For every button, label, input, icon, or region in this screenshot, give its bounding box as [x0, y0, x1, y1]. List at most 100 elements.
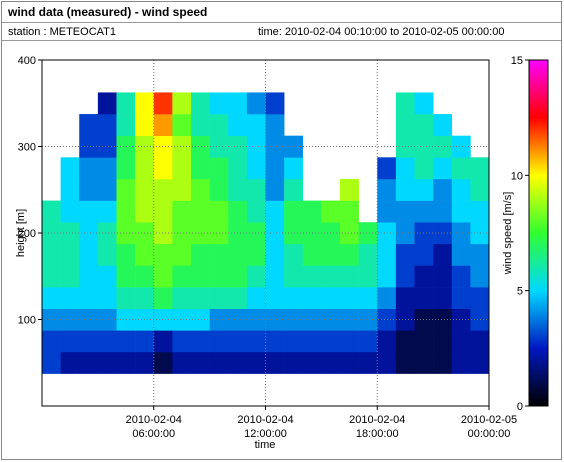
- heat-cell: [209, 243, 229, 266]
- heat-cell: [246, 92, 266, 115]
- heat-cell: [172, 92, 192, 115]
- heat-cell: [228, 351, 248, 374]
- heat-cell: [377, 243, 397, 266]
- heat-cell: [153, 157, 173, 180]
- heat-cell: [414, 243, 434, 266]
- heat-cell: [358, 287, 378, 309]
- heat-cell: [433, 178, 453, 201]
- heat-cell: [42, 330, 61, 353]
- heat-cell: [395, 351, 415, 374]
- heat-cell: [377, 308, 397, 331]
- heat-cell: [97, 178, 117, 201]
- heat-cell: [172, 243, 192, 266]
- x-tick-label: 18:00:00: [356, 428, 399, 440]
- heat-cell: [116, 287, 136, 309]
- heat-cell: [414, 330, 434, 353]
- heat-cell: [302, 330, 322, 353]
- heat-cell: [172, 308, 192, 331]
- heat-cell: [284, 287, 304, 309]
- heat-cell: [97, 243, 117, 266]
- heat-cell: [79, 157, 99, 180]
- heat-cell: [284, 222, 304, 245]
- heat-cell: [433, 265, 453, 288]
- station: station : METEOCAT1: [8, 26, 116, 38]
- heat-cell: [172, 222, 192, 245]
- heat-cell: [97, 135, 117, 158]
- heat-cell: [284, 351, 304, 374]
- heat-cell: [284, 157, 304, 180]
- heat-cell: [228, 265, 248, 288]
- heat-cell: [246, 265, 266, 288]
- heat-cell: [284, 330, 304, 353]
- heat-cell: [228, 200, 248, 223]
- heat-cell: [395, 200, 415, 223]
- heat-cell: [358, 265, 378, 288]
- colorbar-label: wind speed [m/s]: [502, 192, 514, 276]
- heat-cell: [284, 308, 304, 331]
- heat-cell: [42, 351, 61, 374]
- heat-cell: [470, 351, 490, 374]
- heat-cell: [116, 265, 136, 288]
- heat-cell: [451, 222, 471, 245]
- y-tick-label: 100: [18, 315, 36, 327]
- heat-cell: [302, 200, 322, 223]
- heat-cell: [79, 135, 99, 158]
- heat-cell: [135, 265, 155, 288]
- heat-cell: [60, 157, 80, 180]
- heat-cell: [414, 200, 434, 223]
- x-tick-label: 2010-02-04: [126, 414, 182, 426]
- x-axis-label: time: [255, 439, 276, 451]
- heat-cell: [228, 243, 248, 266]
- heat-cell: [321, 243, 341, 266]
- heat-cell: [60, 330, 80, 353]
- colorbar-tick-label: 5: [517, 286, 523, 298]
- heat-cell: [60, 243, 80, 266]
- heat-cell: [246, 287, 266, 309]
- heat-cell: [451, 265, 471, 288]
- y-tick-label: 300: [18, 142, 36, 154]
- heat-cell: [395, 114, 415, 136]
- x-tick-label: 12:00:00: [244, 428, 287, 440]
- heat-cell: [153, 265, 173, 288]
- heat-cell: [433, 330, 453, 353]
- heat-cell: [172, 287, 192, 309]
- heat-cell: [470, 265, 490, 288]
- heat-cell: [395, 157, 415, 180]
- heat-cell: [79, 351, 99, 374]
- heat-cell: [321, 351, 341, 374]
- heat-cell: [116, 222, 136, 245]
- heat-cell: [433, 243, 453, 266]
- heat-cell: [79, 287, 99, 309]
- heat-cell: [433, 308, 453, 331]
- heat-cell: [340, 200, 359, 223]
- heat-cell: [451, 200, 471, 223]
- heat-cell: [470, 157, 490, 180]
- heat-cell: [153, 135, 173, 158]
- heat-cell: [191, 114, 210, 136]
- heat-cell: [340, 330, 359, 353]
- heat-cell: [377, 330, 397, 353]
- heat-cell: [265, 287, 285, 309]
- heat-cell: [116, 243, 136, 266]
- heat-cell: [246, 200, 266, 223]
- heat-cell: [209, 200, 229, 223]
- heat-cell: [284, 178, 304, 201]
- heat-cell: [433, 135, 453, 158]
- heat-cell: [172, 351, 192, 374]
- heat-cell: [302, 243, 322, 266]
- heat-cell: [433, 287, 453, 309]
- heat-cell: [79, 265, 99, 288]
- heat-cell: [191, 200, 210, 223]
- heat-cell: [209, 265, 229, 288]
- heat-cell: [153, 330, 173, 353]
- heat-cell: [321, 200, 341, 223]
- heat-cell: [135, 200, 155, 223]
- heat-cell: [60, 222, 80, 245]
- heat-cell: [470, 308, 490, 331]
- heat-cell: [246, 114, 266, 136]
- heat-cell: [79, 200, 99, 223]
- heat-cell: [153, 351, 173, 374]
- heat-cell: [79, 178, 99, 201]
